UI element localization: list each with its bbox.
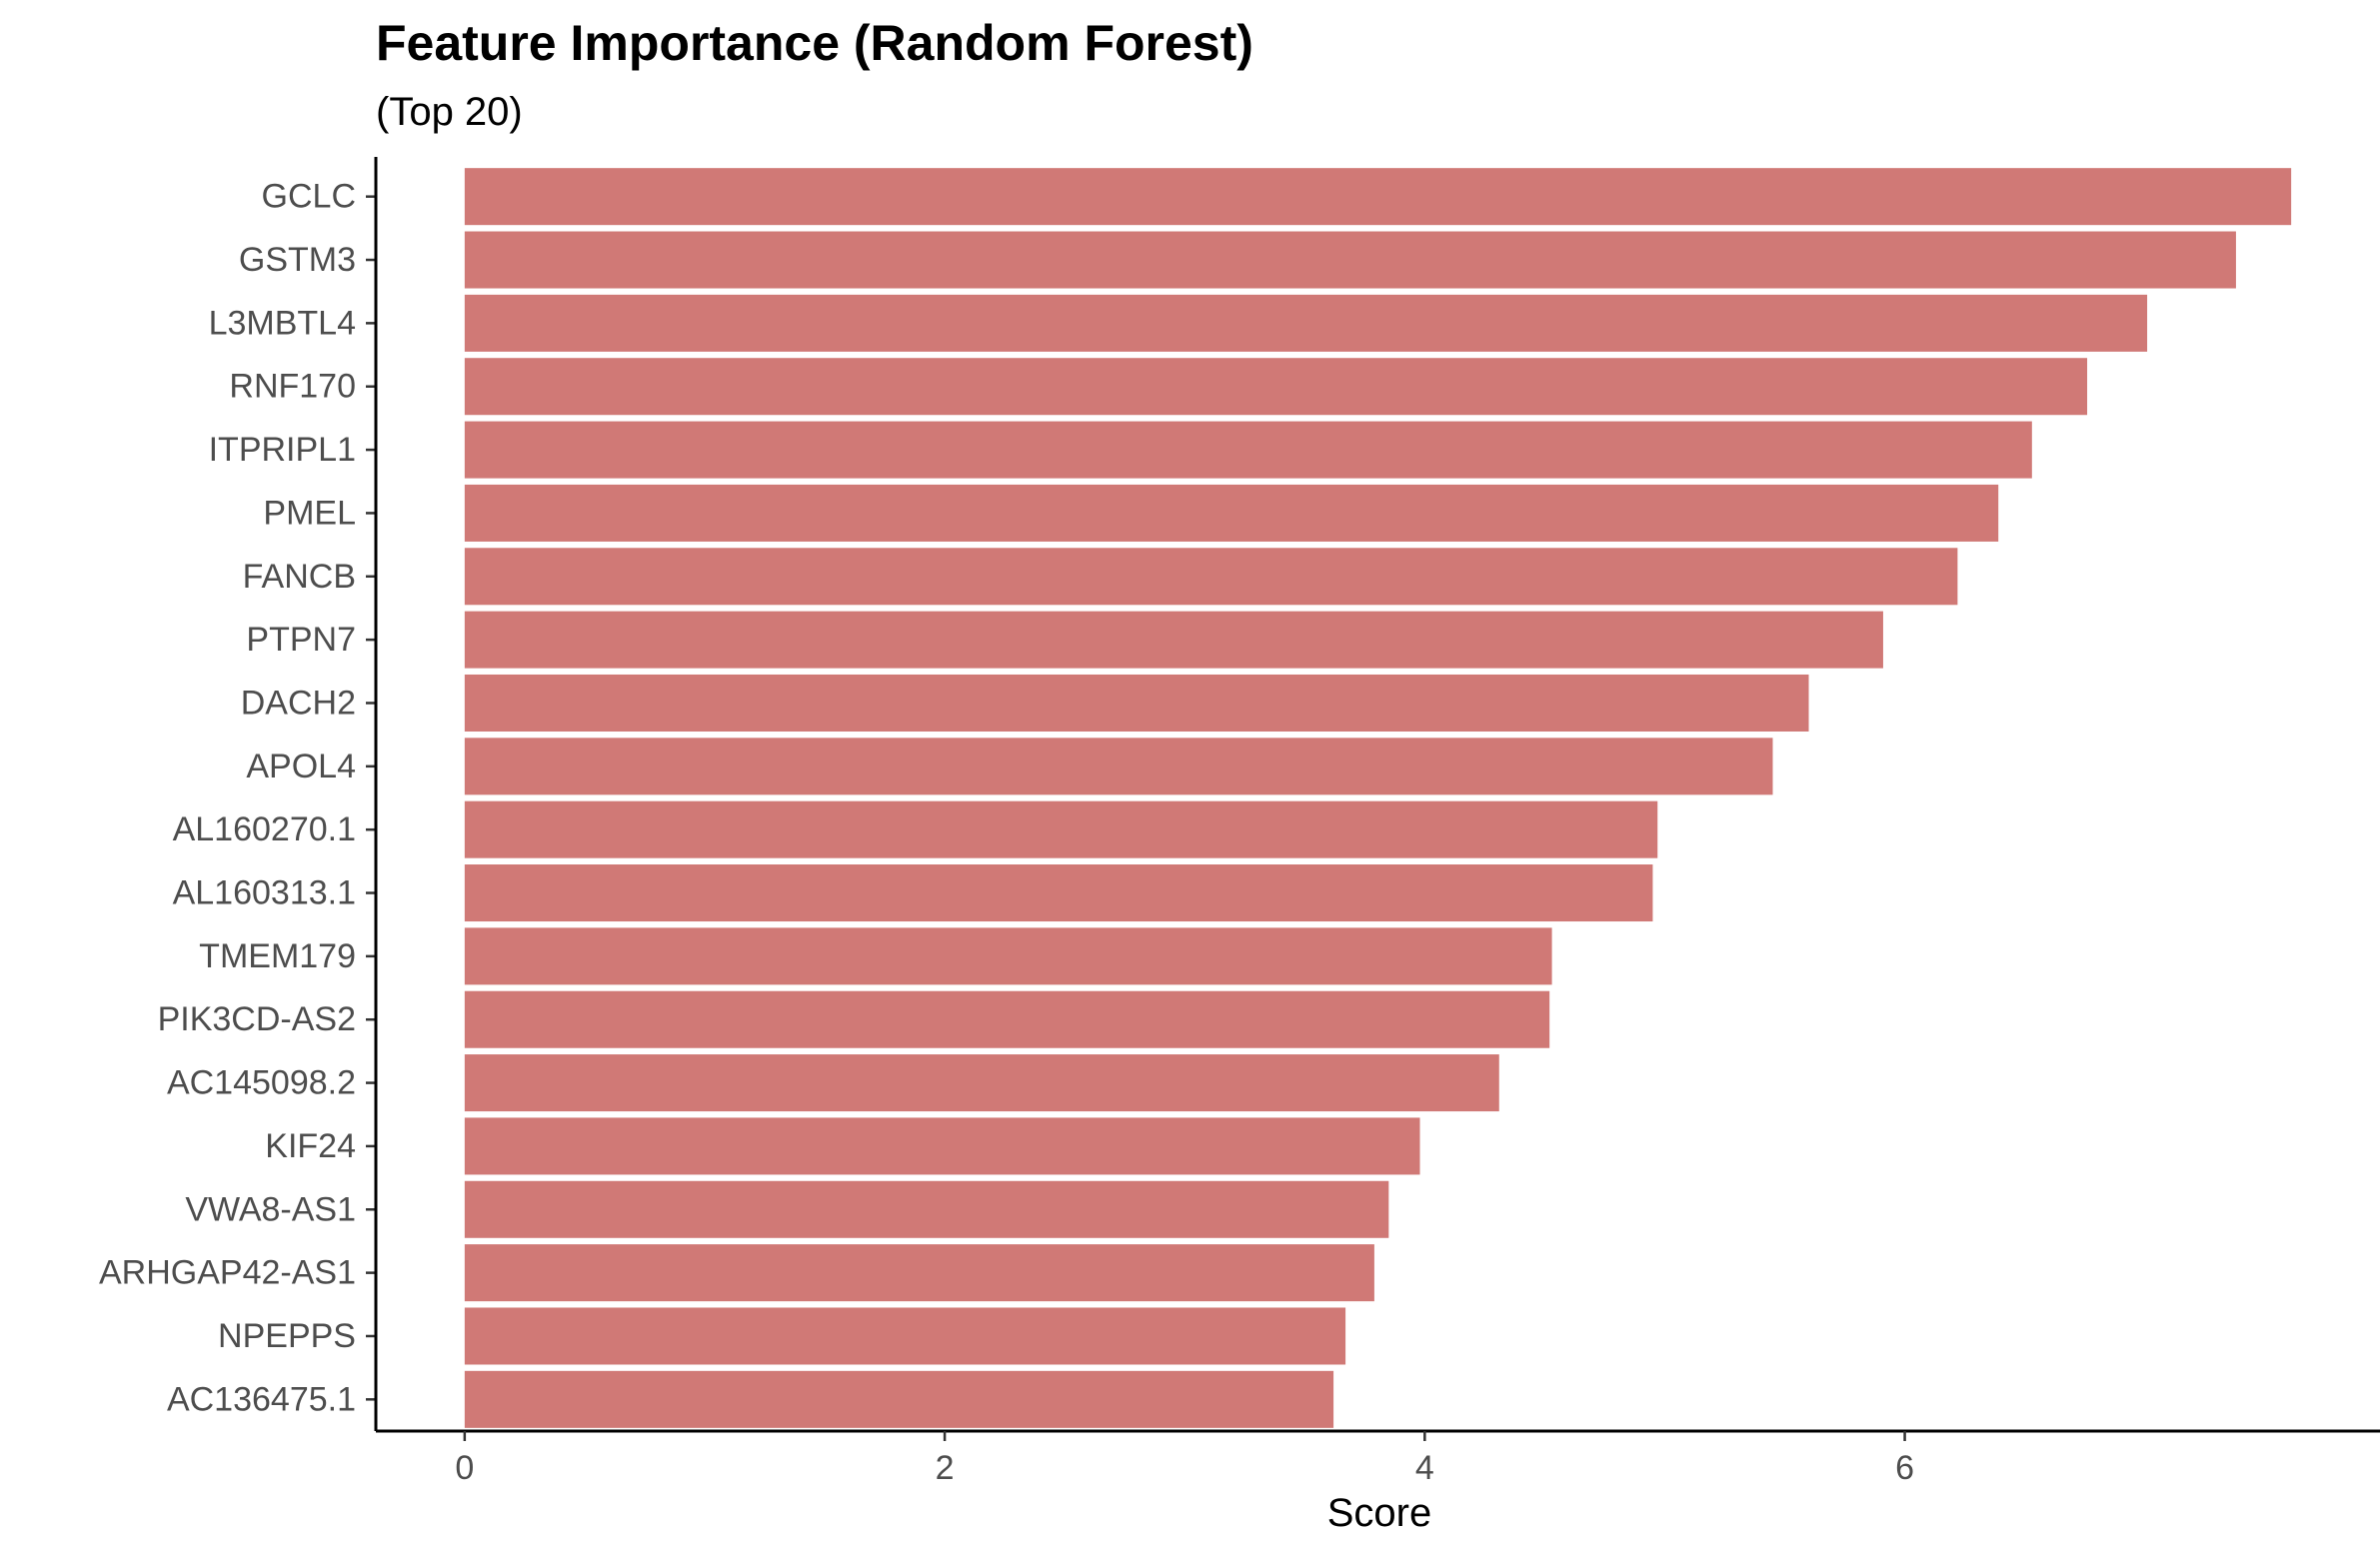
bar-GCLC	[464, 168, 2292, 226]
y-tick-label: PTPN7	[246, 621, 356, 659]
bar-APOL4	[464, 738, 1773, 795]
bar-VWA8-AS1	[464, 1180, 1389, 1238]
bar-L3MBTL4	[464, 294, 2148, 352]
bar-DACH2	[464, 674, 1809, 732]
bar-KIF24	[464, 1117, 1420, 1175]
y-axis: GCLC GSTM3 L3MBTL4 RNF170 ITPRIPL1 PMEL FANCB P…	[99, 157, 378, 1431]
chart-title: Feature Importance (Random Forest)	[376, 15, 1253, 71]
y-tick-label: TMEM179	[199, 937, 356, 975]
bar-ITPRIPL1	[464, 421, 2032, 479]
y-tick-label: VWA8-AS1	[185, 1190, 356, 1228]
x-tick-label: 2	[936, 1449, 955, 1487]
bars-group	[464, 168, 2292, 1428]
bar-TMEM179	[464, 927, 1552, 985]
y-tick-label: GSTM3	[239, 241, 356, 279]
y-tick-label: DACH2	[241, 684, 356, 722]
y-tick-label: FANCB	[243, 558, 356, 596]
y-tick-label: ITPRIPL1	[209, 431, 356, 469]
x-tick-label: 4	[1415, 1449, 1434, 1487]
y-tick-label: AL160270.1	[173, 810, 356, 848]
chart-subtitle: (Top 20)	[376, 90, 523, 134]
bar-FANCB	[464, 548, 1958, 606]
y-tick-label: PIK3CD-AS2	[158, 1000, 356, 1038]
bar-AL160313.1	[464, 864, 1653, 922]
bar-AC145098.2	[464, 1054, 1499, 1112]
bar-AC136475.1	[464, 1370, 1334, 1428]
y-tick-label: ARHGAP42-AS1	[99, 1254, 356, 1292]
x-axis: 0 2 4 6	[376, 1429, 2380, 1487]
y-tick-label: GCLC	[262, 178, 356, 216]
y-tick-label: APOL4	[246, 748, 356, 785]
y-tick-label: PMEL	[263, 494, 356, 532]
bar-RNF170	[464, 358, 2088, 416]
bar-ARHGAP42-AS1	[464, 1244, 1374, 1302]
y-tick-label: RNF170	[229, 368, 356, 406]
y-tick-label: AC145098.2	[167, 1064, 356, 1102]
y-tick-label: AC136475.1	[167, 1380, 356, 1418]
y-tick-label: L3MBTL4	[209, 304, 356, 342]
bar-PIK3CD-AS2	[464, 990, 1550, 1048]
x-axis-title: Score	[1327, 1491, 1432, 1535]
bar-GSTM3	[464, 231, 2236, 289]
y-tick-label: AL160313.1	[173, 874, 356, 912]
x-tick-label: 6	[1895, 1449, 1914, 1487]
y-tick-label: NPEPPS	[218, 1317, 356, 1355]
bar-AL160270.1	[464, 800, 1658, 858]
bar-PTPN7	[464, 611, 1883, 669]
bar-NPEPPS	[464, 1307, 1346, 1365]
x-tick-label: 0	[455, 1449, 474, 1487]
bar-PMEL	[464, 484, 1999, 542]
y-tick-label: KIF24	[265, 1127, 356, 1165]
